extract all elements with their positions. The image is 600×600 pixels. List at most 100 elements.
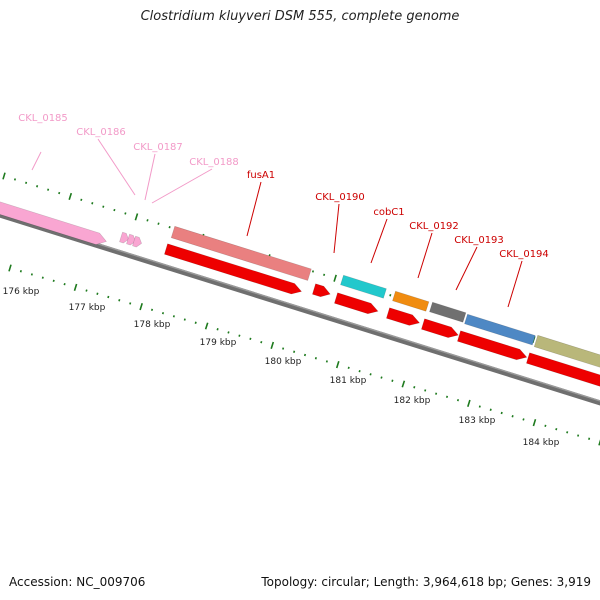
minor-tick bbox=[303, 353, 307, 357]
minor-tick bbox=[85, 289, 88, 292]
minor-tick bbox=[96, 292, 99, 295]
minor-tick bbox=[124, 212, 127, 215]
minor-tick bbox=[325, 360, 328, 363]
feature-track[interactable] bbox=[0, 199, 600, 370]
minor-tick bbox=[19, 270, 22, 273]
feature-unnamed[interactable] bbox=[533, 334, 600, 370]
minor-tick bbox=[478, 405, 481, 408]
minor-tick bbox=[102, 205, 105, 208]
label-leader bbox=[144, 153, 156, 201]
major-tick bbox=[333, 274, 337, 282]
label-leader bbox=[246, 181, 262, 237]
minor-tick bbox=[52, 279, 55, 283]
scale-label: 177 kbp bbox=[69, 303, 106, 313]
label-leader bbox=[455, 246, 478, 291]
scale-label: 184 kbp bbox=[523, 438, 560, 448]
minor-tick bbox=[445, 395, 449, 399]
major-tick bbox=[401, 380, 406, 388]
label-leader bbox=[31, 151, 42, 171]
gene-label: CKL_0194 bbox=[499, 249, 549, 260]
gene-label: CKL_0186 bbox=[76, 127, 126, 138]
backbone-line bbox=[0, 212, 600, 406]
minor-tick bbox=[489, 408, 492, 411]
minor-tick bbox=[91, 202, 94, 205]
feature-CKL_0192[interactable] bbox=[392, 290, 430, 312]
minor-tick bbox=[13, 178, 17, 181]
minor-tick bbox=[157, 222, 160, 225]
minor-tick bbox=[216, 328, 219, 331]
major-tick bbox=[335, 361, 340, 369]
scale-label: 181 kbp bbox=[330, 376, 367, 386]
label-leader bbox=[97, 138, 136, 196]
gene-label: CKL_0187 bbox=[133, 142, 183, 153]
feature-CKL_0187[interactable] bbox=[126, 233, 136, 246]
genome-title: Clostridium kluyveri DSM 555, complete g… bbox=[140, 9, 460, 24]
minor-tick bbox=[511, 415, 514, 418]
scale-labels: 176 kbp 177 kbp 178 kbp 179 kbp 180 kbp 181 k… bbox=[3, 287, 560, 448]
scale-label: 183 kbp bbox=[459, 416, 496, 426]
gene-labels: CKL_0185 CKL_0186 CKL_0187 CKL_0188 fusA1 CKL… bbox=[18, 113, 549, 260]
label-leader bbox=[151, 168, 213, 204]
minor-tick bbox=[238, 334, 241, 337]
minor-tick bbox=[227, 331, 230, 334]
minor-tick bbox=[129, 302, 132, 305]
minor-tick bbox=[118, 299, 121, 302]
cds-CKL_0190[interactable] bbox=[312, 283, 331, 298]
inner-tick-ring bbox=[8, 264, 600, 446]
feature-CKL_0194[interactable] bbox=[464, 313, 536, 346]
minor-tick bbox=[369, 373, 372, 376]
major-tick bbox=[134, 213, 139, 221]
feature-CKL_0193[interactable] bbox=[429, 301, 467, 323]
genome-summary: Topology: circular; Length: 3,964,618 bp… bbox=[261, 575, 591, 589]
major-tick bbox=[598, 439, 600, 446]
accession-label: Accession: NC_009706 bbox=[9, 575, 146, 589]
minor-tick bbox=[555, 427, 558, 431]
feature-CKL_0185[interactable] bbox=[0, 199, 107, 245]
major-tick bbox=[204, 322, 209, 330]
label-leader bbox=[333, 203, 340, 254]
gene-label: CKL_0193 bbox=[454, 235, 504, 246]
minor-tick bbox=[424, 389, 427, 392]
cds-CKL_0194[interactable] bbox=[457, 330, 528, 361]
feature-cobC1[interactable] bbox=[340, 274, 387, 299]
feature-CKL_0188[interactable] bbox=[132, 235, 142, 248]
feature-CKL_0186[interactable] bbox=[119, 231, 129, 244]
cds-CKL_0193[interactable] bbox=[421, 318, 459, 338]
label-leader bbox=[417, 232, 433, 279]
minor-tick bbox=[413, 386, 416, 389]
minor-tick bbox=[25, 181, 28, 185]
major-tick bbox=[68, 192, 73, 201]
cds-track[interactable] bbox=[164, 243, 600, 390]
minor-tick bbox=[58, 191, 61, 195]
minor-tick bbox=[80, 198, 83, 202]
cds-cobC1[interactable] bbox=[334, 292, 379, 315]
minor-tick bbox=[63, 282, 66, 286]
minor-tick bbox=[588, 437, 591, 440]
minor-tick bbox=[311, 270, 315, 273]
major-tick bbox=[73, 283, 78, 291]
minor-tick bbox=[150, 308, 154, 312]
minor-tick bbox=[358, 369, 361, 373]
scale-label: 178 kbp bbox=[134, 320, 171, 330]
minor-tick bbox=[435, 392, 438, 395]
major-tick bbox=[532, 419, 537, 427]
minor-tick bbox=[323, 273, 326, 277]
minor-tick bbox=[260, 340, 263, 344]
minor-tick bbox=[41, 276, 44, 279]
cds-CKL_0192[interactable] bbox=[386, 307, 421, 326]
minor-tick bbox=[577, 434, 580, 437]
minor-tick bbox=[391, 379, 394, 382]
minor-tick bbox=[544, 424, 547, 428]
feature-fusA1[interactable] bbox=[170, 225, 312, 281]
minor-tick bbox=[380, 376, 383, 379]
minor-tick bbox=[389, 294, 392, 297]
cds-fusA1[interactable] bbox=[164, 243, 303, 295]
gene-label: cobC1 bbox=[373, 207, 404, 218]
minor-tick bbox=[146, 219, 149, 222]
gene-label: fusA1 bbox=[247, 170, 275, 181]
cds-next[interactable] bbox=[526, 352, 600, 390]
minor-tick bbox=[347, 366, 350, 370]
minor-tick bbox=[161, 311, 165, 315]
scale-label: 182 kbp bbox=[394, 396, 431, 406]
